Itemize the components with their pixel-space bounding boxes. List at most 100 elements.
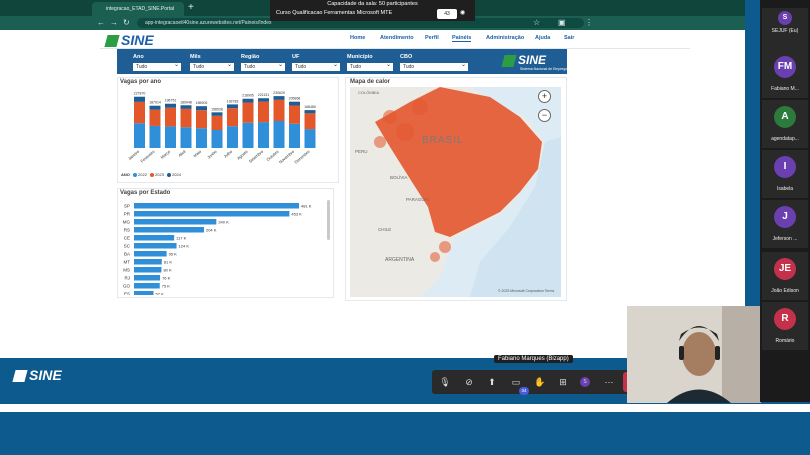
bar-2023-janeiro[interactable] xyxy=(134,101,145,124)
menu-paineis[interactable]: Painéis xyxy=(452,35,472,42)
raise-hand-icon[interactable]: ✋ xyxy=(534,377,546,387)
bar-2023-maio[interactable] xyxy=(196,110,207,129)
bar-2024-março[interactable] xyxy=(165,103,176,108)
bar-2022-abril[interactable] xyxy=(180,127,192,148)
bar-2024-outubro[interactable] xyxy=(273,96,285,100)
bar-2024-novembro[interactable] xyxy=(289,101,300,106)
bar-2024-julho[interactable] xyxy=(227,104,238,109)
avatar-icon[interactable]: S xyxy=(580,377,590,387)
bar-2023-dezembro[interactable] xyxy=(304,113,316,130)
bar-2023-outubro[interactable] xyxy=(273,99,285,121)
more-icon[interactable]: ⋯ xyxy=(604,377,614,387)
bar-go[interactable] xyxy=(134,283,160,289)
bar-ce[interactable] xyxy=(134,235,175,241)
bar-mt[interactable] xyxy=(134,259,162,265)
heat-map[interactable]: COLÔMBIA BRASIL PERU BOLÍVIA CHILE PARAG… xyxy=(350,87,561,297)
bar-2023-fevereiro[interactable] xyxy=(149,109,161,126)
map-label-argentina: ARGENTINA xyxy=(385,257,415,263)
bar-2023-setembro[interactable] xyxy=(258,101,269,123)
stop-icon[interactable]: ◉ xyxy=(460,10,466,16)
bar-2023-agosto[interactable] xyxy=(242,102,254,123)
camera-off-icon[interactable]: ⊘ xyxy=(465,377,473,387)
bar-rj[interactable] xyxy=(134,275,161,281)
legend-2022: 2022 xyxy=(138,172,147,177)
y-tick-label: ES xyxy=(124,292,130,296)
bar-2022-maio[interactable] xyxy=(196,128,207,148)
zoom-in-button[interactable]: + xyxy=(538,90,551,103)
menu-administracao[interactable]: Administração xyxy=(486,35,525,41)
menu-sair[interactable]: Sair xyxy=(564,35,575,41)
data-label: 76 K xyxy=(162,276,171,281)
bar-total-label: 227870 xyxy=(134,92,146,96)
reload-icon[interactable]: ↻ xyxy=(123,18,130,27)
bar-ms[interactable] xyxy=(134,267,162,273)
bar-2024-fevereiro[interactable] xyxy=(149,105,161,110)
bar-2024-janeiro[interactable] xyxy=(134,96,145,102)
bar-2023-março[interactable] xyxy=(165,107,176,127)
bar-2023-novembro[interactable] xyxy=(289,105,300,124)
arrow-right-icon[interactable]: → xyxy=(110,18,118,27)
filter-label-cbo: CBO xyxy=(400,54,413,60)
bar-2022-fevereiro[interactable] xyxy=(149,125,161,148)
share-icon[interactable]: ⬆ xyxy=(488,377,496,387)
bar-2022-janeiro[interactable] xyxy=(134,123,145,148)
filter-regiao[interactable]: Tudo xyxy=(241,61,285,71)
bar-2024-setembro[interactable] xyxy=(258,98,269,102)
chat-icon[interactable]: ▭ xyxy=(511,377,521,387)
bar-2022-março[interactable] xyxy=(165,126,176,148)
sine-logo[interactable]: SINE xyxy=(104,32,154,48)
filter-municipio[interactable]: Tudo xyxy=(347,61,393,71)
new-tab-button[interactable]: + xyxy=(188,2,194,13)
menu-home[interactable]: Home xyxy=(350,35,366,41)
bar-2024-junho[interactable] xyxy=(211,112,223,116)
y-tick-label: PR xyxy=(124,212,131,217)
bar-2024-abril[interactable] xyxy=(180,105,192,109)
menu-atendimento[interactable]: Atendimento xyxy=(380,35,414,41)
extension-icon[interactable]: ▣ xyxy=(558,18,566,27)
star-icon[interactable]: ☆ xyxy=(533,18,541,27)
arrow-left-icon[interactable]: ← xyxy=(97,18,105,27)
participant-count[interactable]: 43 xyxy=(437,9,457,19)
data-label: 95 K xyxy=(169,252,178,257)
bar-2024-dezembro[interactable] xyxy=(304,110,316,114)
bar-rs[interactable] xyxy=(134,227,204,233)
bar-sc[interactable] xyxy=(134,243,177,249)
bar-2023-abril[interactable] xyxy=(180,108,192,128)
avatar: FM xyxy=(774,56,796,78)
zoom-out-button[interactable]: − xyxy=(538,109,551,122)
filter-uf[interactable]: Tudo xyxy=(292,61,340,71)
url-field[interactable]: app-integracaoetl40sine.azurewebsites.ne… xyxy=(137,18,584,28)
bar-es[interactable] xyxy=(134,291,154,295)
menu-ajuda[interactable]: Ajuda xyxy=(535,35,551,41)
browser-tab[interactable]: integracao_ETAD_SINE.Portal xyxy=(92,2,184,16)
bar-mg[interactable] xyxy=(134,219,217,225)
bar-2024-agosto[interactable] xyxy=(242,98,254,103)
y-tick-label: RJ xyxy=(125,276,131,281)
filter-mes[interactable]: Tudo xyxy=(190,61,234,71)
mic-off-icon[interactable]: 🎙 xyxy=(439,377,451,387)
x-tick-label: Setembro xyxy=(248,148,265,163)
bar-2023-junho[interactable] xyxy=(211,115,223,130)
filter-cbo[interactable]: Tudo xyxy=(400,61,468,71)
menu-perfil[interactable]: Perfil xyxy=(425,35,439,41)
bar-2022-dezembro[interactable] xyxy=(304,129,316,148)
bar-2022-julho[interactable] xyxy=(227,126,238,148)
filter-label-mes: Mês xyxy=(190,54,201,60)
bar-2024-maio[interactable] xyxy=(196,106,207,111)
scrollbar[interactable] xyxy=(327,200,330,240)
apps-icon[interactable]: ⊞ xyxy=(559,377,567,387)
bar-2022-novembro[interactable] xyxy=(289,123,300,148)
bar-pr[interactable] xyxy=(134,211,290,217)
bar-2022-agosto[interactable] xyxy=(242,122,254,148)
bar-2023-julho[interactable] xyxy=(227,108,238,127)
call-toolbar xyxy=(432,370,647,394)
more-icon[interactable]: ⋮ xyxy=(585,18,593,27)
x-tick-label: Agosto xyxy=(236,148,249,160)
bar-2022-setembro[interactable] xyxy=(258,122,269,148)
bar-2022-outubro[interactable] xyxy=(273,121,285,148)
heat-points xyxy=(374,99,451,262)
filter-ano[interactable]: Tudo xyxy=(133,61,181,71)
bar-2022-junho[interactable] xyxy=(211,130,223,148)
bar-sp[interactable] xyxy=(134,203,299,209)
bar-ba[interactable] xyxy=(134,251,167,257)
